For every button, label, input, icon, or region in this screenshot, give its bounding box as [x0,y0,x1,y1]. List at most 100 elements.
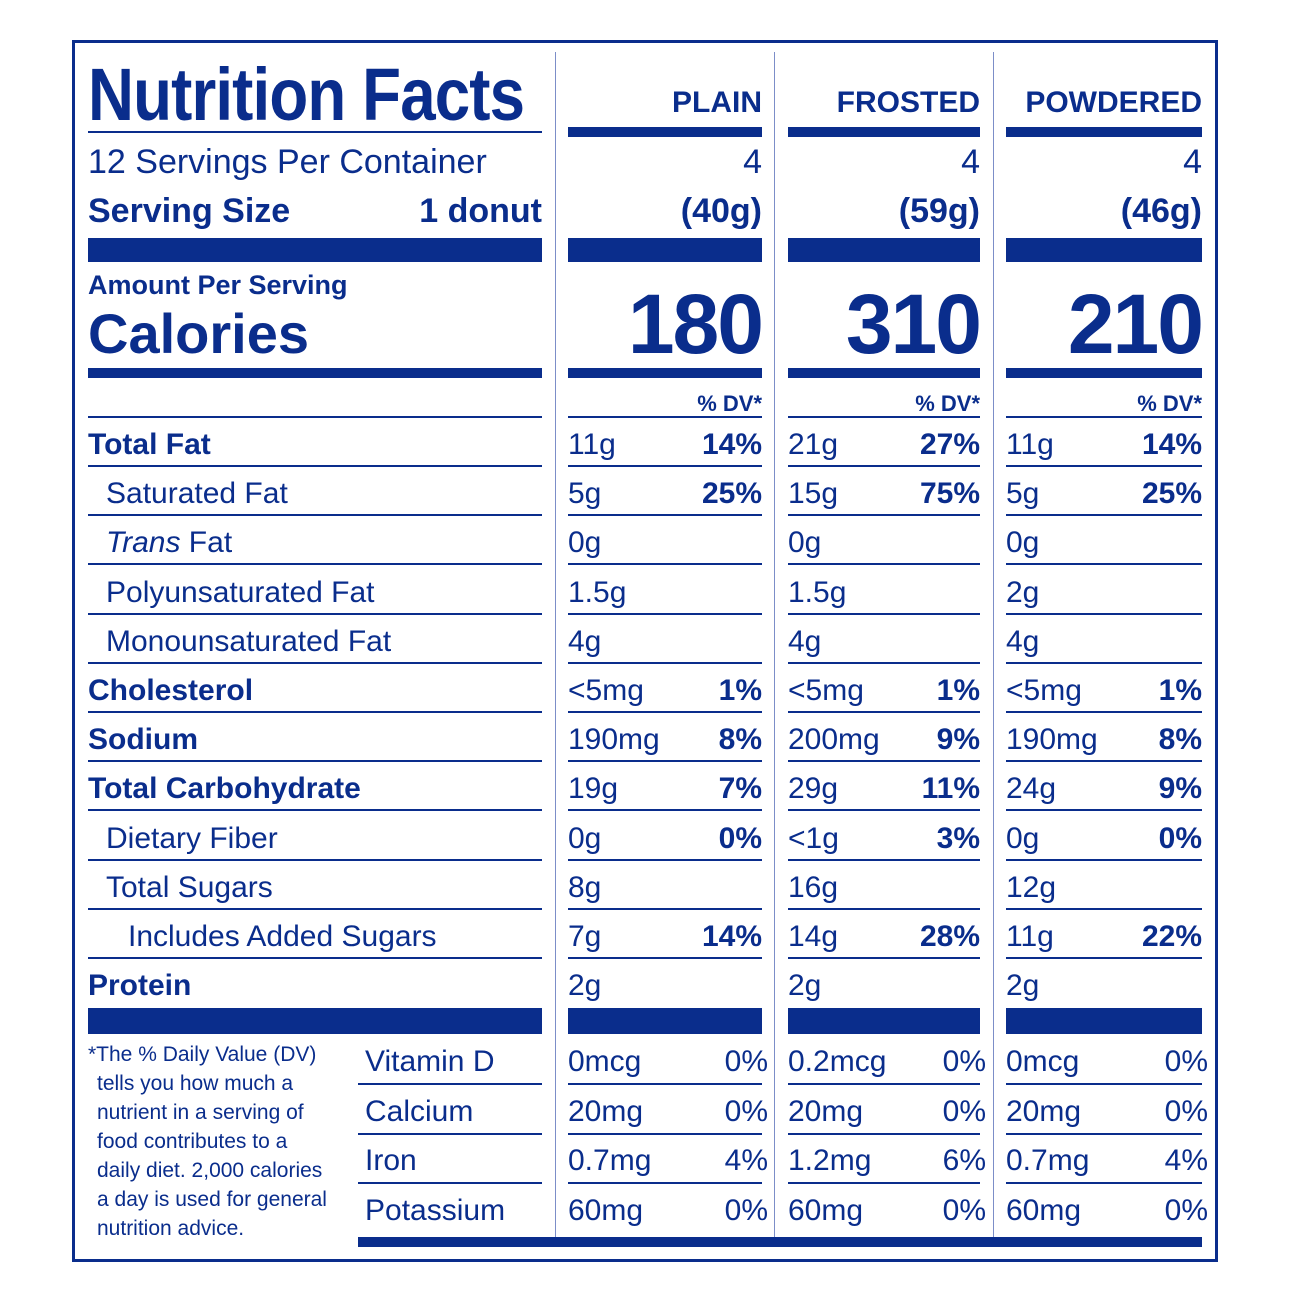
vitamin-dv: 0% [724,1193,768,1227]
page-title: Nutrition Facts [88,53,525,136]
nutrient-dv: 14% [1141,428,1202,461]
row-divider [1006,809,1202,812]
nutrient-amount: <5mg [568,674,644,707]
protein-thick-bar [88,1008,542,1034]
vitamin-amount: 20mg [1006,1094,1082,1128]
serving-thick-bar [568,238,762,262]
protein-thick-bar [568,1008,762,1034]
nutrient-label-text: Includes Added Sugars [128,920,437,953]
column-header-2: POWDERED [1025,86,1202,119]
row-divider [1006,563,1202,566]
column-header-0: PLAIN [672,86,762,119]
nutrient-dv: 28% [919,920,980,953]
serving-thick-bar [788,238,980,262]
row-divider [568,1132,762,1135]
row-divider [1006,711,1202,713]
nutrient-dv: 14% [701,428,762,461]
nutrient-label-text: Polyunsaturated Fat [106,575,375,609]
nutrient-dv: 1% [936,674,980,707]
row-divider [788,514,980,517]
nutrient-label: Trans Fat [106,528,232,558]
nutrient-amount: 24g [1006,772,1057,806]
nutrient-amount: 2g [1006,969,1040,1003]
row-divider [568,1083,762,1085]
nutrient-label: Total Sugars [106,872,273,903]
nutrient-label-text: Protein [88,969,192,1003]
nutrient-amount: 12g [1006,870,1057,904]
row-divider [568,612,762,615]
calories-bar [88,368,542,378]
vitamin-amount: 60mg [1006,1193,1082,1227]
row-divider [568,957,762,959]
nutrient-label: Dietary Fiber [106,821,278,855]
row-divider [788,1083,980,1085]
row-divider [88,563,542,566]
nutrient-dv: 7% [718,772,762,806]
nutrient-dv: 1% [1158,674,1202,707]
nutrient-amount: 4g [1006,624,1040,658]
column-top-bar [568,127,762,137]
row-divider [788,661,980,664]
nutrient-amount: 0g [788,526,822,560]
nutrient-amount: <1g [788,821,839,855]
nutrient-amount: 0g [1006,821,1040,855]
column-header-1: FROSTED [836,86,980,119]
nutrient-dv: 25% [1141,477,1202,511]
column-top-bar [1006,127,1202,137]
calories-bar [568,368,762,378]
vitamin-dv: 4% [724,1144,768,1177]
nutrient-amount: 4g [568,624,602,658]
vitamin-amount: 20mg [568,1094,644,1128]
nutrient-amount: 14g [788,920,839,953]
serving-thick-bar [1006,238,1202,262]
servings-per-container: 12 Servings Per Container [88,143,487,181]
row-divider [88,809,542,812]
column-serving-weight: (59g) [898,192,980,230]
divider [88,416,542,418]
nutrient-amount: 29g [788,772,839,806]
nutrient-dv: 27% [919,428,980,461]
vitamin-amount: 60mg [788,1193,864,1227]
row-divider [568,907,762,910]
nutrient-dv: 8% [1158,723,1202,757]
nutrient-amount: 1.5g [568,575,627,609]
nutrient-amount: 7g [568,920,602,953]
nutrient-amount: 2g [788,969,822,1003]
vitamin-amount: 60mg [568,1193,644,1227]
row-divider [788,760,980,763]
nutrient-amount: 2g [1006,575,1040,609]
nutrient-amount: 21g [788,428,839,461]
nutrient-amount: 16g [788,870,839,904]
row-divider [1006,612,1202,615]
row-divider [88,514,542,517]
dv-header: % DV* [915,391,980,416]
nutrient-label-text: Total Fat [88,428,211,461]
nutrient-label-text: Fat [180,526,233,560]
nutrient-label-text: Monounsaturated Fat [106,624,392,658]
row-divider [1006,1182,1202,1184]
nutrient-amount: <5mg [1006,674,1082,707]
column-top-bar [788,127,980,137]
divider [568,416,762,418]
vitamin-label: Iron [365,1144,417,1177]
nutrient-amount: 190mg [568,723,660,757]
vitamin-amount: 1.2mg [788,1144,872,1177]
nutrient-amount: 15g [788,477,839,511]
vitamin-dv: 0% [942,1045,986,1078]
nutrient-dv: 14% [701,920,762,953]
nutrient-amount: <5mg [788,674,864,707]
row-divider [88,465,542,467]
nutrient-amount: 190mg [1006,723,1098,757]
calories-bar [788,368,980,378]
nutrient-amount: 11g [1006,428,1054,461]
footnote-line: *The % Daily Value (DV) [88,1043,317,1066]
nutrient-dv: 11% [921,772,980,806]
nutrient-amount: 2g [568,969,602,1003]
nutrient-amount: 8g [568,870,602,904]
nutrient-label-text: Dietary Fiber [106,821,278,855]
row-divider [358,1132,542,1135]
calories-value: 310 [845,277,982,371]
divider [1006,416,1202,418]
nutrient-label: Monounsaturated Fat [106,624,392,658]
calories-bar [1006,368,1202,378]
